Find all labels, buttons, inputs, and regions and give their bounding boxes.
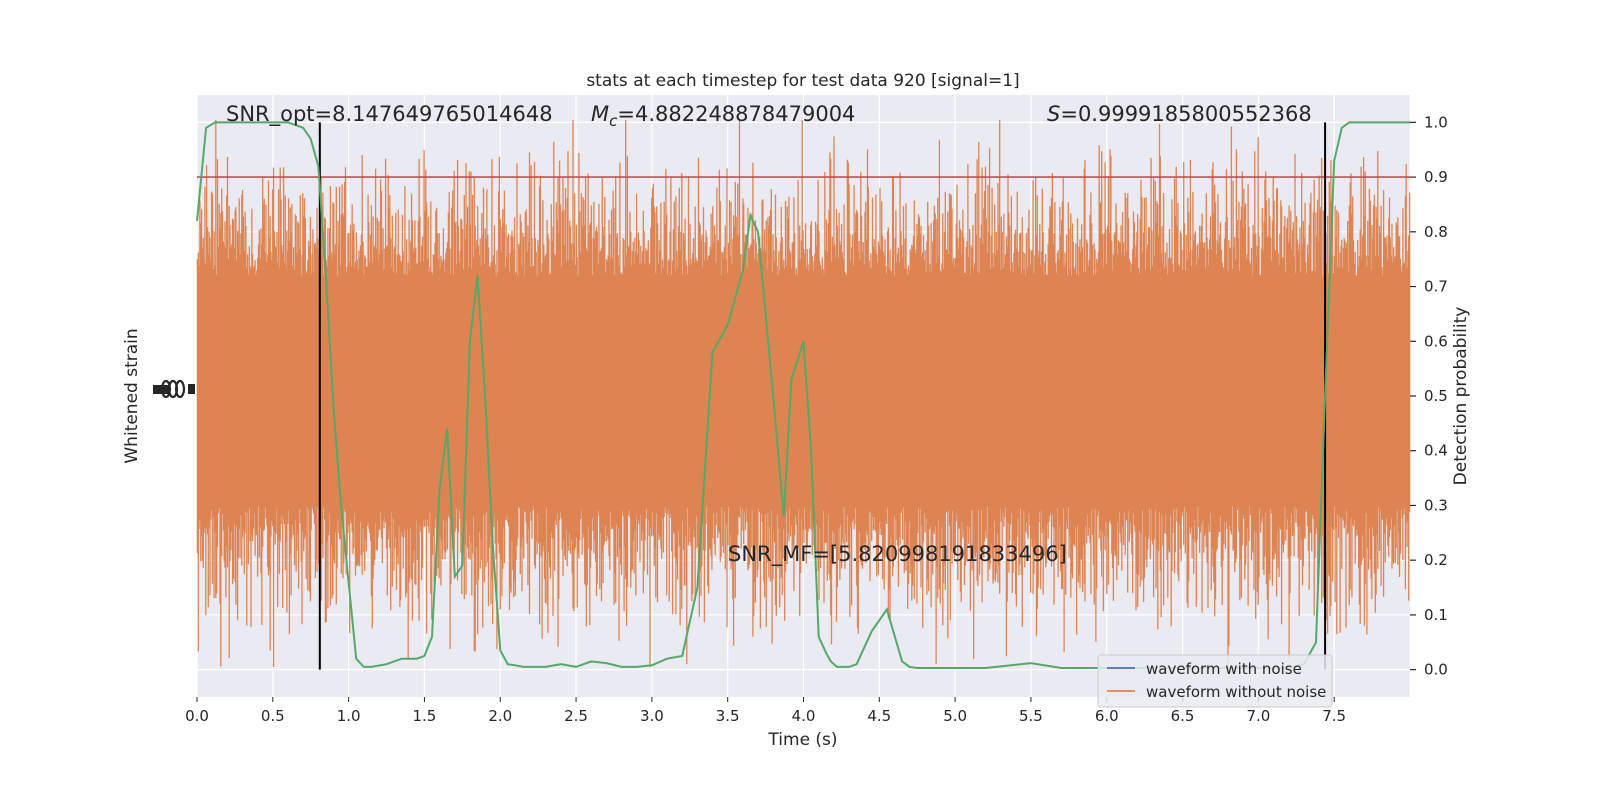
chirp-mass-value: =4.882248878479004	[617, 102, 855, 126]
x-tick-label-7: 3.5	[716, 707, 740, 725]
x-tick-label-2: 1.0	[337, 707, 361, 725]
chirp-mass-subscript: c	[609, 112, 618, 130]
y-tick-label-4: 0.4	[1424, 442, 1448, 460]
snr-opt-annotation: SNR_opt=8.147649765014648	[226, 102, 553, 127]
x-tick-label-6: 3.0	[640, 707, 664, 725]
x-tick-label-4: 2.0	[488, 707, 512, 725]
x-tick-label-15: 7.5	[1322, 707, 1346, 725]
x-tick-label-10: 5.0	[943, 707, 967, 725]
y-tick-label-3: 0.3	[1424, 496, 1448, 514]
x-tick-label-13: 6.5	[1171, 707, 1195, 725]
y-tick-label-5: 0.5	[1424, 387, 1448, 405]
y-tick-label-8: 0.8	[1424, 223, 1448, 241]
x-tick-label-5: 2.5	[564, 707, 588, 725]
snr-mf-annotation: SNR_MF=[5.820998191833496]	[728, 542, 1067, 567]
legend: waveform with noise waveform without noi…	[1097, 654, 1333, 708]
x-tick-label-8: 4.0	[792, 707, 816, 725]
y-tick-label-10: 1.0	[1424, 113, 1448, 131]
x-tick-label-3: 1.5	[413, 707, 437, 725]
x-tick-label-1: 0.5	[261, 707, 285, 725]
left-tick-glyph-2	[174, 379, 186, 399]
legend-box	[1097, 654, 1333, 708]
s-symbol: S	[1047, 102, 1060, 126]
y-tick-label-1: 0.1	[1424, 606, 1448, 624]
s-value: =0.9999185800552368	[1060, 102, 1311, 126]
x-tick-label-0: 0.0	[185, 707, 209, 725]
detection-probability-line	[196, 121, 1410, 669]
left-tick-mark-4	[153, 391, 169, 394]
y-tick-label-0: 0.0	[1424, 661, 1448, 679]
left-tick-stub	[188, 384, 195, 394]
chirp-mass-annotation: Mc=4.882248878479004	[591, 102, 855, 130]
y-tick-label-2: 0.2	[1424, 551, 1448, 569]
legend-label-without-noise: waveform without noise	[1146, 683, 1326, 701]
s-annotation: S=0.9999185800552368	[1047, 102, 1312, 126]
chirp-mass-symbol: M	[591, 102, 609, 126]
left-axis-ticks	[153, 379, 195, 399]
x-tick-label-9: 4.5	[867, 707, 891, 725]
right-axis-label: Detection probability	[1451, 307, 1471, 486]
x-axis-ticks: 0.0 0.5 1.0 1.5 2.0 2.5 3.0 3.5 4.0 4.5 5.0 5.5 6.0 6…	[185, 697, 1346, 725]
strain-core	[197, 291, 1410, 506]
x-axis-label: Time (s)	[767, 730, 837, 750]
legend-label-with-noise: waveform with noise	[1146, 660, 1302, 678]
chart-title: stats at each timestep for test data 920…	[586, 71, 1019, 91]
right-axis-ticks: 0.0 0.1 0.2 0.3 0.4 0.5 0.6 0.7 0.8 0.9 1.0	[1410, 113, 1448, 679]
left-axis-label: Whitened strain	[122, 328, 142, 463]
x-tick-label-11: 5.5	[1019, 707, 1043, 725]
waveform-without-noise-series	[196, 120, 1411, 667]
y-tick-label-9: 0.9	[1424, 168, 1448, 186]
y-tick-label-7: 0.7	[1424, 278, 1448, 296]
x-tick-label-12: 6.0	[1095, 707, 1119, 725]
x-tick-label-14: 7.0	[1246, 707, 1270, 725]
y-tick-label-6: 0.6	[1424, 332, 1448, 350]
